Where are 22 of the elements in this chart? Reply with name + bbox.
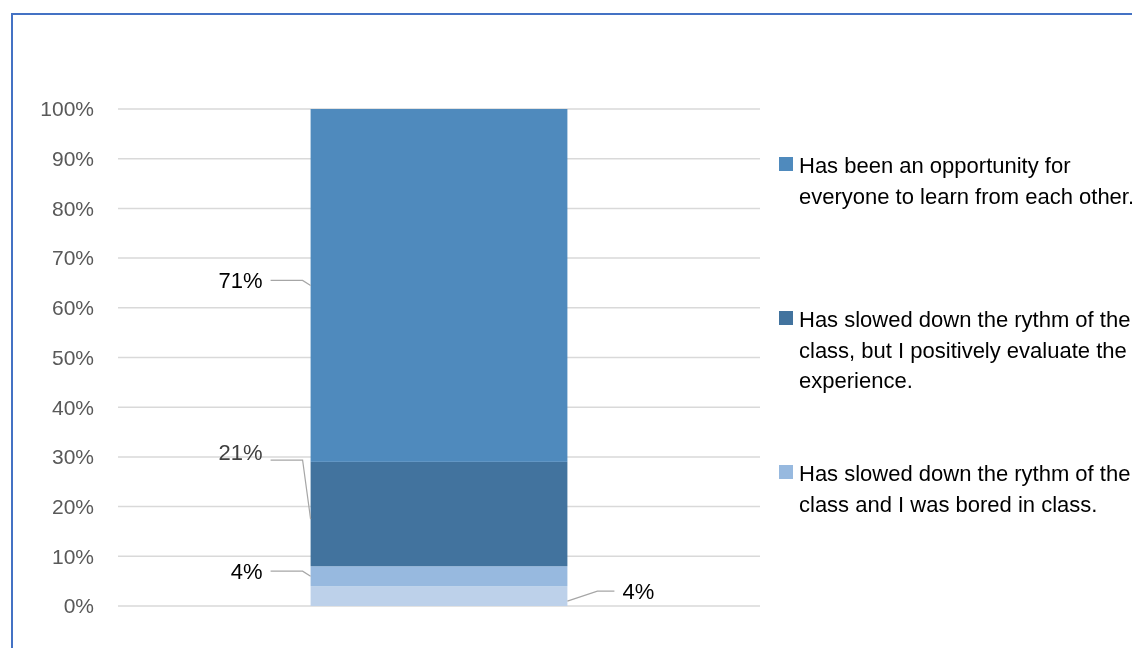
y-tick-label: 80% (51, 196, 94, 220)
bar (310, 586, 568, 606)
y-tick-label: 100% (40, 97, 94, 121)
data-label: 4% (230, 558, 263, 584)
y-tick-label: 40% (51, 395, 94, 419)
legend-label: Has been an opportunity for everyone to learn from each other. (799, 152, 1132, 209)
data-label: 21% (218, 439, 263, 465)
y-tick-label: 60% (51, 296, 94, 320)
data-label: 4% (622, 578, 655, 604)
bar (310, 566, 568, 587)
data-label: 71% (218, 268, 263, 294)
legend-label: Has slowed down the rythm of the class, but I positively evaluate the experience. (799, 306, 1131, 394)
y-tick-label: 90% (51, 147, 94, 171)
y-tick-label: 70% (51, 246, 94, 270)
bar (310, 461, 568, 567)
y-tick-label: 30% (51, 445, 94, 469)
y-tick-label: 0% (63, 594, 94, 618)
y-tick-label: 50% (51, 345, 94, 369)
y-tick-label: 10% (51, 544, 94, 568)
legend-label: Has slowed down the rythm of the class and I was bored in class. (799, 460, 1131, 517)
y-tick-label: 20% (51, 494, 94, 518)
bar (310, 109, 568, 462)
